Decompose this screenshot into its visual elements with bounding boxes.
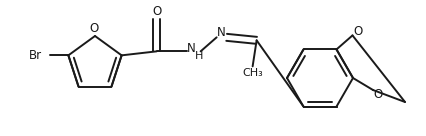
- Text: O: O: [152, 5, 161, 18]
- Text: Br: Br: [29, 49, 42, 62]
- Text: CH₃: CH₃: [242, 68, 263, 78]
- Text: O: O: [89, 22, 99, 35]
- Text: O: O: [373, 87, 383, 101]
- Text: H: H: [194, 51, 203, 61]
- Text: N: N: [217, 26, 226, 39]
- Text: N: N: [187, 42, 196, 55]
- Text: O: O: [353, 25, 362, 38]
